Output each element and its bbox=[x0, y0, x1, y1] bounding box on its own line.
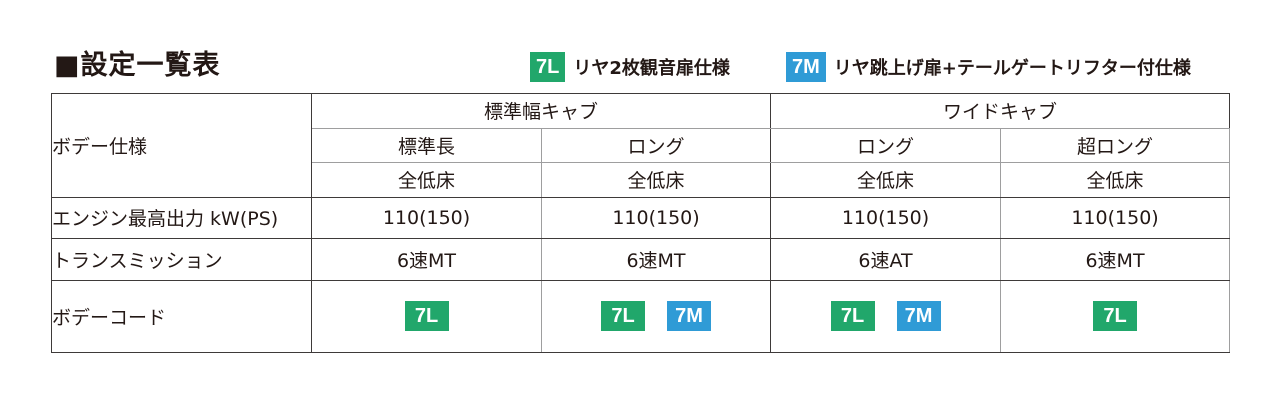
table-header-row: ボデー仕様 標準幅キャブ ワイドキャブ bbox=[51, 93, 1231, 198]
table-row: トランスミッション 6速MT 6速MT 6速AT 6速MT bbox=[51, 238, 1231, 281]
row-label-engine: エンジン最高出力 kW(PS) bbox=[51, 196, 312, 240]
code-badge-7l: 7L bbox=[1093, 301, 1138, 332]
length-cell: 標準長 bbox=[311, 127, 542, 164]
floor-cell: 全低床 bbox=[540, 162, 772, 198]
length-cell: ロング bbox=[770, 127, 1002, 164]
transmission-cell: 6速MT bbox=[540, 238, 772, 281]
length-cell: ロング bbox=[540, 127, 772, 164]
transmission-cell: 6速AT bbox=[770, 238, 1002, 281]
body-code-cell: 7L 7M bbox=[770, 279, 1002, 354]
engine-cell: 110(150) bbox=[540, 196, 772, 240]
code-badge-7l: 7L bbox=[404, 301, 449, 332]
floor-cell: 全低床 bbox=[1000, 162, 1231, 198]
cab-group-standard: 標準幅キャブ bbox=[310, 93, 772, 129]
engine-cell: 110(150) bbox=[311, 196, 542, 240]
legend-item-7m: 7M リヤ跳上げ扉+テールゲートリフター付仕様 bbox=[786, 52, 1191, 82]
floor-cell: 全低床 bbox=[770, 162, 1002, 198]
body-code-cell: 7L bbox=[1000, 279, 1231, 354]
table-row: 標準長 ロング ロング 超ロング bbox=[52, 127, 1231, 164]
table-row: 全低床 全低床 全低床 全低床 bbox=[52, 162, 1231, 198]
legend-badge-7l: 7L bbox=[530, 52, 566, 82]
code-badge-7m: 7M bbox=[896, 301, 941, 332]
table-row: ボデーコード 7L 7L 7M 7L 7M 7L bbox=[51, 279, 1231, 354]
legend-item-7l: 7L リヤ2枚観音扉仕様 bbox=[530, 52, 730, 82]
code-badge-7m: 7M bbox=[667, 301, 711, 332]
floor-cell: 全低床 bbox=[311, 162, 542, 198]
row-label-transmission: トランスミッション bbox=[51, 238, 312, 281]
length-cell: 超ロング bbox=[1000, 127, 1231, 164]
spec-table: ボデー仕様 標準幅キャブ ワイドキャブ 標準長 ロング ロング 超ロング 全低床… bbox=[51, 93, 1231, 354]
page-title: ■設定一覧表 bbox=[54, 50, 221, 81]
engine-cell: 110(150) bbox=[770, 196, 1002, 240]
body-code-cell: 7L bbox=[311, 279, 542, 354]
table-row: エンジン最高出力 kW(PS) 110(150) 110(150) 110(15… bbox=[51, 196, 1231, 240]
transmission-cell: 6速MT bbox=[311, 238, 542, 281]
engine-cell: 110(150) bbox=[1000, 196, 1231, 240]
legend-text-7l: リヤ2枚観音扉仕様 bbox=[573, 58, 730, 79]
cab-group-wide: ワイドキャブ bbox=[770, 93, 1231, 129]
legend-badge-7m: 7M bbox=[786, 52, 826, 82]
row-label-body-code: ボデーコード bbox=[51, 279, 312, 354]
legend-text-7m: リヤ跳上げ扉+テールゲートリフター付仕様 bbox=[833, 58, 1191, 79]
row-label-body-spec: ボデー仕様 bbox=[51, 93, 312, 198]
body-code-cell: 7L 7M bbox=[540, 279, 772, 354]
code-badge-7l: 7L bbox=[830, 301, 875, 332]
code-badge-7l: 7L bbox=[601, 301, 645, 332]
transmission-cell: 6速MT bbox=[1000, 238, 1231, 281]
